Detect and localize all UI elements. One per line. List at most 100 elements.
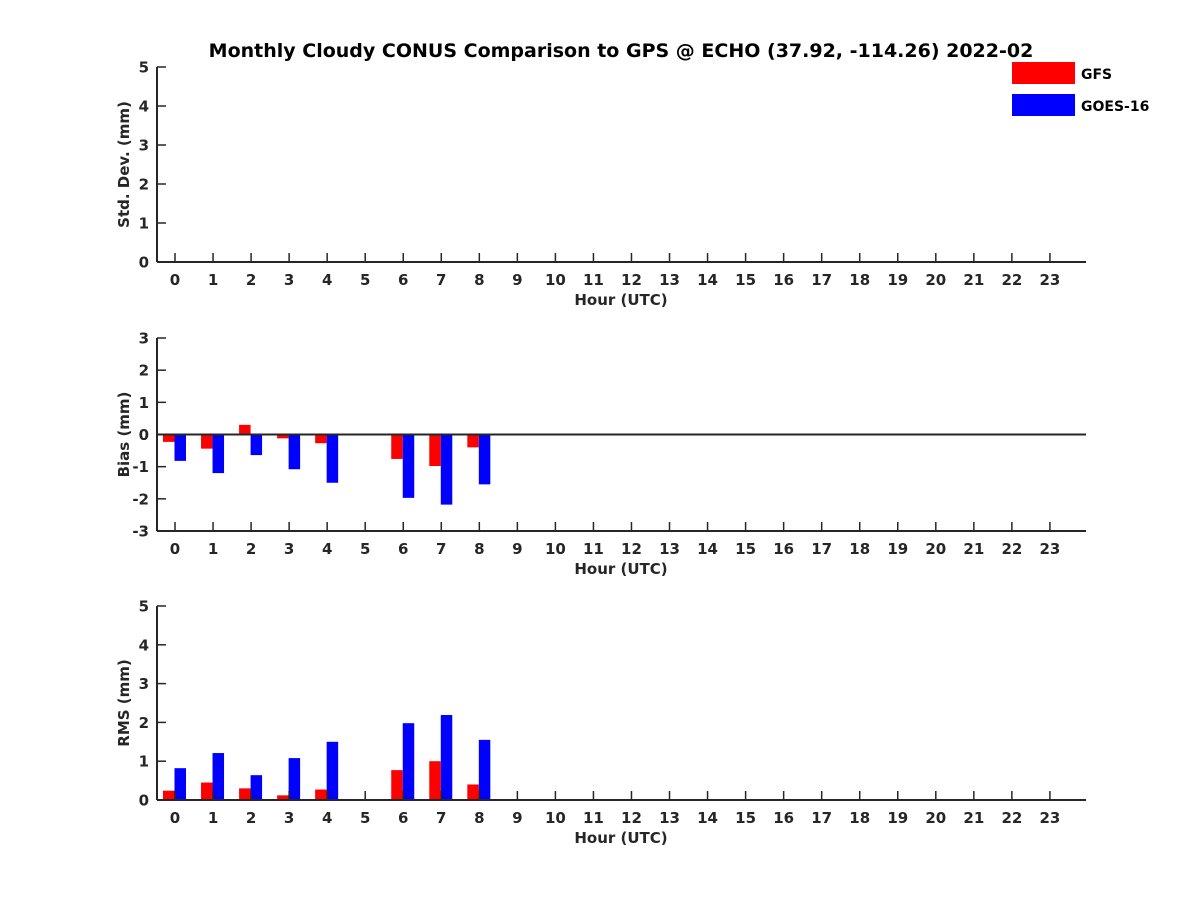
- x-tick-label: 19: [887, 271, 908, 289]
- x-tick-label: 8: [474, 271, 484, 289]
- x-tick-label: 14: [697, 540, 718, 558]
- y-tick-label: 1: [139, 215, 149, 233]
- x-tick-label: 13: [659, 540, 680, 558]
- x-tick-label: 0: [170, 271, 180, 289]
- x-tick-label: 14: [697, 809, 718, 827]
- y-tick-label: 1: [139, 394, 149, 412]
- bar-gfs-hour-7: [429, 761, 441, 800]
- x-tick-label: 16: [773, 540, 794, 558]
- x-tick-label: 5: [360, 271, 370, 289]
- y-tick-label: 4: [139, 98, 149, 116]
- y-tick-label: -1: [132, 458, 149, 476]
- x-tick-label: 19: [887, 809, 908, 827]
- legend: GFS GOES-16: [1012, 62, 1149, 116]
- x-tick-label: 1: [208, 271, 218, 289]
- bar-gfs-hour-8: [467, 784, 479, 800]
- x-tick-label: 3: [284, 271, 294, 289]
- bar-gfs-hour-4: [315, 434, 327, 444]
- y-tick-label: 3: [139, 675, 149, 693]
- bar-goes16-hour-2: [250, 775, 263, 800]
- x-tick-label: 21: [963, 809, 984, 827]
- x-tick-label: 12: [621, 271, 642, 289]
- x-tick-label: 5: [360, 809, 370, 827]
- bar-goes16-hour-0: [174, 434, 186, 461]
- bar-gfs-hour-8: [467, 434, 479, 448]
- x-tick-label: 4: [322, 271, 332, 289]
- y-tick-label: 0: [139, 254, 149, 272]
- x-tick-label: 14: [697, 271, 718, 289]
- y-tick-label: 4: [139, 636, 149, 654]
- x-tick-label: 5: [360, 540, 370, 558]
- y-tick-label: 0: [139, 426, 149, 444]
- bar-goes16-hour-7: [440, 434, 453, 505]
- legend-swatch-goes16: [1012, 94, 1075, 116]
- x-tick-label: 10: [545, 271, 566, 289]
- legend-label-goes16: GOES-16: [1081, 99, 1149, 115]
- x-tick-label: 10: [545, 540, 566, 558]
- x-tick-label: 18: [849, 809, 870, 827]
- bar-gfs-hour-1: [201, 434, 213, 449]
- x-tick-label: 13: [659, 809, 680, 827]
- chart-title: Monthly Cloudy CONUS Comparison to GPS @…: [209, 40, 1034, 62]
- x-tick-label: 11: [583, 540, 604, 558]
- bar-goes16-hour-1: [212, 753, 225, 800]
- x-tick-label: 0: [170, 540, 180, 558]
- x-tick-label: 23: [1039, 540, 1060, 558]
- y-tick-label: 2: [139, 176, 149, 194]
- x-tick-label: 13: [659, 271, 680, 289]
- x-tick-label: 11: [583, 809, 604, 827]
- x-tick-label: 7: [436, 809, 446, 827]
- x-tick-label: 23: [1039, 809, 1060, 827]
- x-tick-label: 4: [322, 540, 332, 558]
- x-tick-label: 20: [925, 271, 946, 289]
- y-tick-label: 5: [139, 59, 149, 77]
- bar-goes16-hour-1: [212, 434, 225, 474]
- bar-gfs-hour-2: [239, 424, 251, 435]
- x-tick-label: 4: [322, 809, 332, 827]
- bar-gfs-hour-6: [391, 434, 403, 459]
- x-tick-label: 7: [436, 271, 446, 289]
- bar-goes16-hour-0: [174, 768, 186, 800]
- bar-goes16-hour-7: [440, 715, 453, 800]
- y-tick-label: 3: [139, 330, 149, 348]
- x-tick-label: 17: [811, 540, 832, 558]
- x-tick-label: 9: [512, 271, 522, 289]
- x-tick-label: 7: [436, 540, 446, 558]
- y-tick-label: -3: [132, 523, 149, 541]
- bar-goes16-hour-8: [478, 739, 491, 800]
- y-tick-label: 1: [139, 753, 149, 771]
- bar-gfs-hour-3: [277, 434, 289, 439]
- x-tick-label: 9: [512, 809, 522, 827]
- y-tick-label: -2: [132, 490, 149, 508]
- x-tick-label: 12: [621, 540, 642, 558]
- y-axis-label: RMS (mm): [115, 659, 133, 746]
- x-tick-label: 22: [1001, 809, 1022, 827]
- x-tick-label: 15: [735, 809, 756, 827]
- bar-goes16-hour-4: [326, 741, 339, 800]
- x-tick-label: 18: [849, 540, 870, 558]
- x-tick-label: 17: [811, 271, 832, 289]
- y-axis-label: Bias (mm): [115, 392, 133, 478]
- x-tick-label: 20: [925, 540, 946, 558]
- x-tick-label: 6: [398, 809, 408, 827]
- bar-gfs-hour-4: [315, 789, 327, 800]
- legend-swatch-gfs: [1012, 62, 1075, 84]
- x-tick-label: 3: [284, 540, 294, 558]
- x-tick-label: 8: [474, 809, 484, 827]
- x-tick-label: 2: [246, 271, 256, 289]
- x-tick-label: 17: [811, 809, 832, 827]
- bar-goes16-hour-4: [326, 434, 339, 483]
- bar-gfs-hour-0: [163, 790, 175, 800]
- y-tick-label: 2: [139, 714, 149, 732]
- x-tick-label: 6: [398, 271, 408, 289]
- y-tick-label: 5: [139, 598, 149, 616]
- bar-gfs-hour-3: [277, 795, 289, 800]
- x-tick-label: 19: [887, 540, 908, 558]
- x-tick-label: 15: [735, 540, 756, 558]
- bar-goes16-hour-3: [288, 758, 301, 800]
- y-axis-label: Std. Dev. (mm): [115, 101, 133, 228]
- x-tick-label: 15: [735, 271, 756, 289]
